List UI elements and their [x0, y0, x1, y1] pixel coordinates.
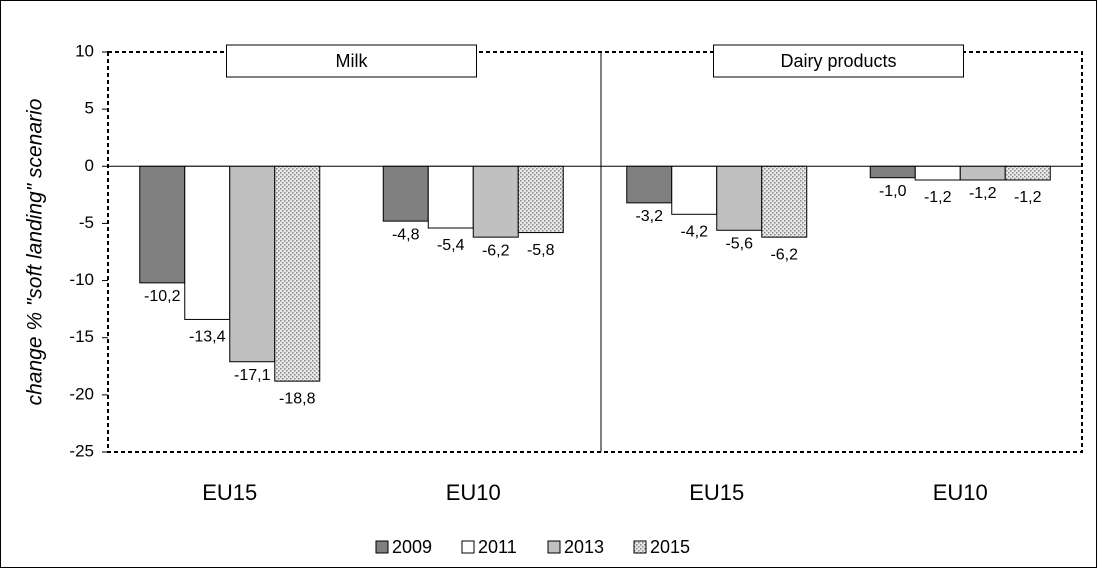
value-label: -13,4	[189, 329, 226, 346]
bar	[671, 165, 718, 215]
y-axis-label: change % "soft landing" scenario	[24, 98, 47, 405]
x-tick-label: EU15	[202, 480, 257, 505]
value-label: -17,1	[234, 367, 271, 384]
value-label: -6,2	[770, 246, 798, 263]
x-tick-label: EU10	[446, 480, 501, 505]
value-label: -10,2	[144, 288, 181, 305]
plot-area	[107, 51, 1083, 453]
bar	[382, 165, 429, 222]
panel-label: Dairy products	[780, 51, 896, 71]
legend-label: 2015	[650, 537, 690, 557]
value-label: -1,2	[969, 185, 997, 202]
panel-label-box	[713, 44, 964, 78]
bar	[1004, 165, 1051, 181]
y-tick-label: 10	[75, 41, 94, 60]
bar	[229, 165, 276, 363]
panel-label: Milk	[336, 51, 369, 71]
bar	[914, 165, 961, 181]
x-tick-label: EU15	[689, 480, 744, 505]
legend-label: 2011	[478, 537, 517, 557]
value-label: -3,2	[635, 208, 663, 225]
bar	[517, 165, 564, 234]
legend-swatch	[375, 540, 389, 554]
panel-label-box	[226, 44, 477, 78]
y-tick-label: 5	[85, 99, 94, 118]
bar	[184, 165, 231, 320]
value-label: -4,8	[392, 226, 420, 243]
value-label: -5,6	[725, 236, 753, 253]
y-tick-label: -15	[69, 327, 94, 346]
legend-swatch	[547, 540, 561, 554]
y-tick-label: -20	[69, 384, 94, 403]
value-label: -1,2	[1014, 189, 1042, 206]
legend-swatch	[633, 540, 647, 554]
value-label: -1,0	[879, 183, 907, 200]
bar	[716, 165, 763, 231]
bar	[761, 165, 808, 238]
value-label: -5,8	[527, 242, 555, 259]
value-label: -1,2	[924, 189, 952, 206]
legend-label: 2013	[564, 537, 604, 557]
legend-swatch	[461, 540, 475, 554]
bar	[472, 165, 519, 238]
value-label: -5,4	[437, 237, 465, 254]
y-tick-label: -25	[69, 441, 94, 460]
bar	[139, 165, 186, 284]
value-label: -6,2	[482, 242, 510, 259]
y-tick-label: 0	[85, 156, 94, 175]
value-label: -18,8	[279, 390, 316, 407]
bar	[869, 165, 916, 179]
bar	[959, 165, 1006, 181]
bar	[274, 165, 321, 382]
x-tick-label: EU10	[933, 480, 988, 505]
y-tick-label: -5	[79, 213, 94, 232]
bar	[626, 165, 673, 204]
y-tick-label: -10	[69, 270, 94, 289]
legend-label: 2009	[392, 537, 432, 557]
value-label: -4,2	[680, 224, 708, 241]
bar	[427, 165, 474, 229]
